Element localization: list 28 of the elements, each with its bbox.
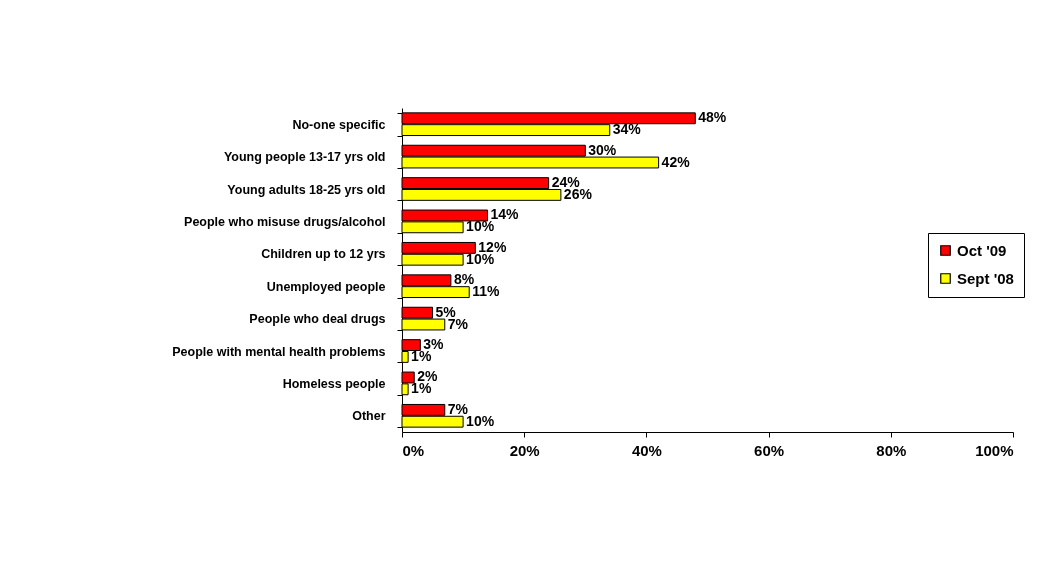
x-tick-label: 100%: [975, 441, 1014, 459]
x-tick-label: 40%: [631, 441, 662, 459]
data-label: 7%: [447, 400, 469, 417]
data-label: 42%: [661, 153, 691, 170]
x-tick-label: 60%: [754, 441, 785, 459]
x-tick-label: 0%: [402, 441, 425, 459]
y-tick-label: Young adults 18-25 yrs old: [227, 182, 386, 197]
data-label: 11%: [472, 283, 501, 300]
y-tick-label: People who deal drugs: [249, 312, 386, 327]
x-tick-label: 80%: [876, 441, 907, 459]
y-tick-label: No-one specific: [292, 117, 386, 132]
y-tick-label: Young people 13-17 yrs old: [223, 150, 386, 165]
y-tick-label: Unemployed people: [266, 279, 386, 294]
data-label: 30%: [588, 141, 617, 158]
y-tick-label: People with mental health problems: [172, 344, 386, 359]
data-label: 12%: [478, 238, 507, 255]
legend-label: Oct '09: [957, 241, 1007, 259]
y-tick-label: Children up to 12 yrs: [261, 247, 386, 262]
data-label: 1%: [411, 380, 432, 397]
data-label: 48%: [698, 109, 727, 126]
y-tick-label: Homeless people: [282, 376, 386, 391]
data-label: 10%: [466, 218, 495, 235]
legend-label: Sept '08: [957, 269, 1014, 287]
y-tick-label: Other: [352, 409, 386, 424]
y-tick-label: People who misuse drugs/alcohol: [184, 214, 386, 229]
data-label: 5%: [435, 303, 457, 320]
data-label: 34%: [612, 121, 642, 138]
x-tick-label: 20%: [509, 441, 540, 459]
